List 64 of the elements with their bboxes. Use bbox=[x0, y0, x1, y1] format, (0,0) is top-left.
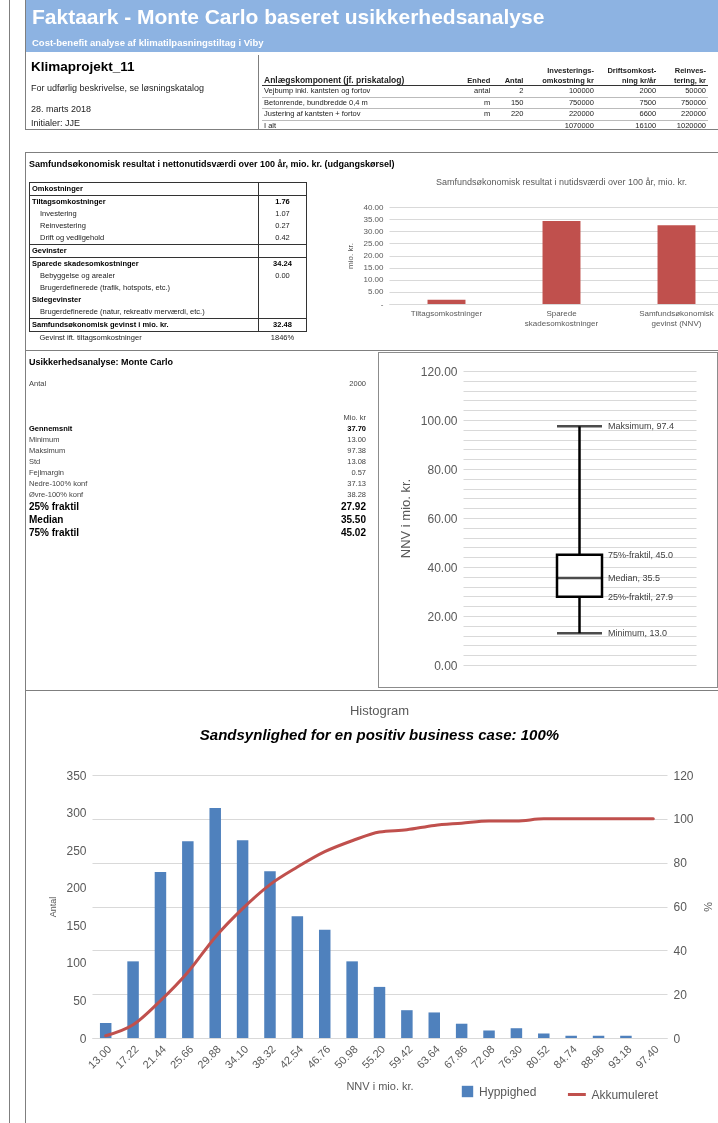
annotation: 75%-fraktil, 45.0 bbox=[608, 549, 674, 560]
y-tick-label: 40.00 bbox=[427, 560, 458, 575]
y-tick-label: 15.00 bbox=[363, 263, 385, 273]
y-tick-label: 350 bbox=[66, 768, 87, 783]
y-axis-title: NNV i mio. kr. bbox=[397, 478, 413, 559]
text: Faktaark - Monte Carlo baseret usikkerhedsanalyse bbox=[26, 0, 718, 33]
y-tick-label: 0 bbox=[79, 1031, 87, 1046]
y2-tick-label: 20 bbox=[673, 987, 688, 1002]
annotation: 25%-fraktil, 27.9 bbox=[608, 591, 674, 602]
chart-subtitle: Sandsynlighed for en positiv business case: 100% bbox=[199, 726, 560, 743]
text: 45.02 bbox=[340, 527, 366, 538]
y-tick-label: 200 bbox=[66, 881, 87, 896]
y-tick-label: 60.00 bbox=[427, 511, 458, 526]
text: Samfundsøkonomisk resultat i nettonutidsværdi over 100 år, mio. kr. (udgangskørsel) bbox=[29, 159, 396, 170]
y2-tick-label: 40 bbox=[673, 943, 688, 958]
y2-tick-label: 60 bbox=[673, 900, 688, 914]
chart-title: Histogram bbox=[349, 703, 410, 718]
y-axis-title: Antal bbox=[48, 896, 59, 918]
text: 25% fraktil bbox=[29, 501, 80, 512]
x-tick-label: Sparede skadesomkostninger bbox=[524, 308, 599, 328]
annotation: Maksimum, 97.4 bbox=[608, 421, 675, 432]
category-label: Anlægskomponent (jf. priskatalog) bbox=[262, 66, 460, 86]
y-tick-label: 40.00 bbox=[363, 202, 385, 212]
y-axis-title: mio. kr. bbox=[346, 243, 356, 269]
y-tick-label: 100.00 bbox=[420, 413, 458, 428]
y-tick-label: 120.00 bbox=[420, 364, 458, 379]
y-tick-label: 20.00 bbox=[427, 609, 458, 624]
legend-label: Hyppighed bbox=[479, 1084, 537, 1099]
y-tick-label: 150 bbox=[66, 918, 87, 933]
text: Initialer: JJE bbox=[31, 117, 82, 129]
chart-title: Samfundsøkonomisk resultat i nutidsværdi over 100 år, mio. kr. bbox=[435, 177, 688, 187]
y-tick-label: 20.00 bbox=[363, 251, 385, 260]
x-tick-label: Tiltagsomkostninger bbox=[410, 308, 483, 318]
y-tick-label: 5.00 bbox=[367, 287, 385, 297]
text: Klimaprojekt_11 bbox=[31, 59, 136, 75]
y2-tick-label: 80 bbox=[673, 856, 688, 871]
y-tick-label: 10.00 bbox=[363, 275, 385, 285]
y-tick-label: - bbox=[380, 299, 384, 309]
text: Cost-benefit analyse af klimatilpasningstiltag i Viby bbox=[26, 33, 718, 52]
text: 75% fraktil bbox=[29, 527, 80, 538]
text: 35.50 bbox=[340, 514, 366, 525]
annotation: Median, 35.5 bbox=[608, 573, 661, 584]
y-tick-label: 0.00 bbox=[434, 658, 458, 673]
y-tick-label: 35.00 bbox=[363, 214, 385, 224]
annotation: Minimum, 13.0 bbox=[608, 628, 668, 639]
x-tick-label: Samfundsøkonomisk gevinst (NNV) bbox=[639, 308, 715, 328]
y-tick-label: 30.00 bbox=[363, 226, 385, 236]
y-tick-label: 100 bbox=[66, 956, 87, 971]
text: Usikkerhedsanalyse: Monte Carlo bbox=[29, 357, 174, 367]
text: 27.92 bbox=[340, 501, 366, 512]
y-tick-label: 250 bbox=[66, 843, 87, 858]
y-tick-label: 25.00 bbox=[363, 238, 385, 248]
y2-tick-label: 0 bbox=[673, 1031, 681, 1046]
y2-axis-title: % bbox=[701, 902, 714, 913]
y2-tick-label: 100 bbox=[673, 812, 694, 827]
x-axis-title: NNV i mio. kr. bbox=[346, 1079, 414, 1092]
text: 28. marts 2018 bbox=[31, 103, 93, 115]
y-tick-label: 300 bbox=[66, 806, 87, 821]
y-tick-label: 50 bbox=[73, 993, 87, 1008]
text: Median bbox=[29, 514, 64, 525]
legend-label: Akkumuleret bbox=[591, 1087, 659, 1102]
text: For udførlig beskrivelse, se løsningskatalog bbox=[31, 82, 206, 94]
y2-tick-label: 120 bbox=[673, 768, 694, 783]
y-tick-label: 80.00 bbox=[427, 462, 458, 477]
